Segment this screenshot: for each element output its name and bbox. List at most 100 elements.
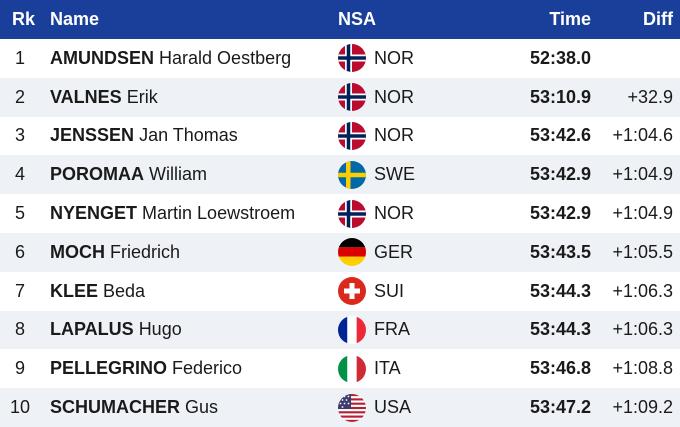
nsa-code: NOR <box>374 203 414 224</box>
athlete-first-name: Erik <box>126 86 158 107</box>
athlete-first-name: Jan Thomas <box>139 125 238 146</box>
nsa-code: SWE <box>374 164 416 185</box>
table-row[interactable]: 8 LAPALUS Hugo FRA 53:44.3 +1:06.3 <box>0 310 680 350</box>
italy-flag-icon <box>338 354 366 383</box>
nsa-cell: FRA <box>338 315 410 344</box>
athlete-last-name: AMUNDSEN <box>50 47 155 68</box>
athlete-first-name: William <box>149 164 208 185</box>
header-rank[interactable]: Rk <box>12 9 36 29</box>
athlete-name[interactable]: MOCH Friedrich <box>50 242 180 263</box>
athlete-first-name: Hugo <box>138 319 182 340</box>
time-cell: 53:10.9 <box>529 86 591 107</box>
nsa-code: NOR <box>374 47 414 68</box>
table-row[interactable]: 2 VALNES Erik NOR 53:10.9 +32.9 <box>0 77 680 117</box>
rank-cell: 2 <box>14 86 25 107</box>
athlete-last-name: MOCH <box>50 241 105 262</box>
rank-cell: 1 <box>14 47 25 68</box>
header-time[interactable]: Time <box>549 9 591 29</box>
athlete-name[interactable]: KLEE Beda <box>50 281 145 302</box>
time-cell: 53:47.2 <box>529 397 591 418</box>
rank-cell: 4 <box>14 164 25 185</box>
athlete-last-name: VALNES <box>50 86 122 107</box>
norway-flag-icon <box>338 44 366 73</box>
nsa-code: FRA <box>374 319 410 340</box>
diff-cell: +1:05.5 <box>612 241 673 262</box>
nsa-code: NOR <box>374 125 414 146</box>
diff-cell: +1:04.6 <box>612 125 673 146</box>
diff-cell: +1:09.2 <box>612 397 673 418</box>
athlete-last-name: KLEE <box>50 280 99 301</box>
diff-cell: +1:04.9 <box>612 164 673 185</box>
rank-cell: 5 <box>14 203 25 224</box>
rank-cell: 7 <box>14 280 25 301</box>
nsa-code: USA <box>374 397 412 418</box>
nsa-cell: USA <box>338 393 412 422</box>
table-header: Rk Name NSA Time Diff <box>0 0 680 39</box>
time-cell: 53:43.5 <box>529 241 591 262</box>
header-diff[interactable]: Diff <box>643 9 673 29</box>
time-cell: 52:38.0 <box>529 47 591 68</box>
diff-cell: +1:06.3 <box>612 280 673 301</box>
athlete-last-name: JENSSEN <box>50 125 135 146</box>
athlete-last-name: PELLEGRINO <box>50 358 168 379</box>
athlete-name[interactable]: LAPALUS Hugo <box>50 319 182 340</box>
athlete-name[interactable]: POROMAA William <box>50 164 207 185</box>
time-cell: 53:46.8 <box>529 358 591 379</box>
nsa-code: NOR <box>374 86 414 107</box>
rank-cell: 10 <box>9 397 31 418</box>
rank-cell: 3 <box>14 125 25 146</box>
athlete-name[interactable]: JENSSEN Jan Thomas <box>50 125 238 146</box>
athlete-first-name: Federico <box>172 358 243 379</box>
table-row[interactable]: 7 KLEE Beda SUI 53:44.3 +1:06.3 <box>0 272 680 311</box>
norway-flag-icon <box>338 121 366 150</box>
nsa-cell: SUI <box>338 277 405 306</box>
athlete-name[interactable]: AMUNDSEN Harald Oestberg <box>50 48 291 69</box>
header-name[interactable]: Name <box>50 9 100 29</box>
results-body: 1 AMUNDSEN Harald Oestberg NOR 52:38.0 2 VALN… <box>0 39 680 427</box>
table-row[interactable]: 6 MOCH Friedrich GER 53:43.5 +1:05.5 <box>0 232 680 272</box>
nsa-cell: NOR <box>338 199 414 228</box>
time-cell: 53:42.6 <box>529 125 591 146</box>
athlete-last-name: NYENGET <box>50 203 138 224</box>
athlete-name[interactable]: SCHUMACHER Gus <box>50 397 218 418</box>
athlete-name[interactable]: PELLEGRINO Federico <box>50 358 242 379</box>
nsa-cell: ITA <box>338 354 401 383</box>
athlete-last-name: POROMAA <box>50 164 144 185</box>
table-row[interactable]: 5 NYENGET Martin Loewstroem NOR 53:42.9 +1:0… <box>0 194 680 233</box>
nsa-code: ITA <box>374 358 401 379</box>
athlete-last-name: LAPALUS <box>50 319 134 340</box>
diff-cell: +32.9 <box>627 86 673 107</box>
germany-flag-icon <box>338 238 366 267</box>
table-row[interactable]: 9 PELLEGRINO Federico ITA 53:46.8 +1:08.8 <box>0 349 680 388</box>
diff-cell: +1:08.8 <box>612 358 673 379</box>
header-nsa[interactable]: NSA <box>338 9 377 29</box>
usa-flag-icon <box>338 393 366 422</box>
athlete-last-name: SCHUMACHER <box>50 397 180 418</box>
athlete-first-name: Martin Loewstroem <box>142 203 296 224</box>
time-cell: 53:42.9 <box>529 164 591 185</box>
nsa-cell: SWE <box>338 160 416 189</box>
athlete-name[interactable]: VALNES Erik <box>50 87 158 108</box>
rank-cell: 9 <box>14 358 25 379</box>
athlete-name[interactable]: NYENGET Martin Loewstroem <box>50 203 295 224</box>
nsa-cell: NOR <box>338 83 414 112</box>
norway-flag-icon <box>338 199 366 228</box>
time-cell: 53:44.3 <box>529 319 591 340</box>
table-row[interactable]: 1 AMUNDSEN Harald Oestberg NOR 52:38.0 <box>0 39 680 78</box>
rank-cell: 8 <box>14 319 25 340</box>
table-row[interactable]: 4 POROMAA William SWE 53:42.9 +1:04.9 <box>0 155 680 195</box>
nsa-cell: NOR <box>338 121 414 150</box>
sweden-flag-icon <box>338 160 366 189</box>
table-row[interactable]: 3 JENSSEN Jan Thomas NOR 53:42.6 +1:04.6 <box>0 117 680 156</box>
athlete-first-name: Friedrich <box>110 241 181 262</box>
time-cell: 53:44.3 <box>529 280 591 301</box>
nsa-code: SUI <box>374 280 405 301</box>
diff-cell: +1:04.9 <box>612 203 673 224</box>
athlete-first-name: Harald Oestberg <box>159 47 292 68</box>
france-flag-icon <box>338 315 366 344</box>
time-cell: 53:42.9 <box>529 203 591 224</box>
nsa-cell: GER <box>338 238 413 267</box>
table-row[interactable]: 10 SCHUMACHER Gus USA 53:47.2 +1:09.2 <box>0 388 680 427</box>
diff-cell: +1:06.3 <box>612 319 673 340</box>
